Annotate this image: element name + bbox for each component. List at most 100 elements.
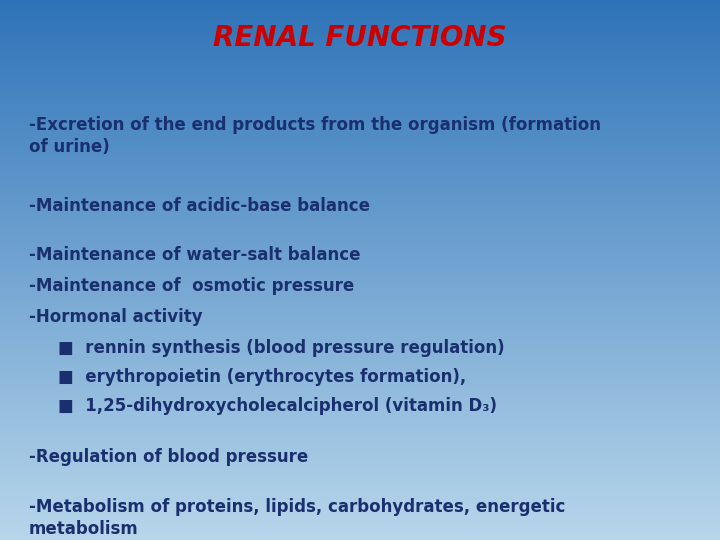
Bar: [0, 159, 720, 160]
Bar: [0, 424, 720, 426]
Bar: [0, 196, 720, 197]
Bar: [0, 367, 720, 368]
Bar: [0, 8, 720, 9]
Bar: [0, 221, 720, 222]
Bar: [0, 5, 720, 6]
Bar: [0, 364, 720, 366]
Bar: [0, 421, 720, 422]
Bar: [0, 298, 720, 300]
Bar: [0, 122, 720, 123]
Bar: [0, 366, 720, 367]
Bar: [0, 266, 720, 267]
Bar: [0, 187, 720, 189]
Bar: [0, 324, 720, 325]
Bar: [0, 25, 720, 27]
Bar: [0, 525, 720, 526]
Bar: [0, 227, 720, 228]
Bar: [0, 259, 720, 260]
Bar: [0, 166, 720, 167]
Bar: [0, 193, 720, 194]
Bar: [0, 289, 720, 291]
Bar: [0, 15, 720, 16]
Bar: [0, 226, 720, 227]
Bar: [0, 6, 720, 8]
Bar: [0, 492, 720, 494]
Bar: [0, 502, 720, 503]
Bar: [0, 372, 720, 373]
Bar: [0, 3, 720, 4]
Bar: [0, 307, 720, 308]
Bar: [0, 62, 720, 63]
Bar: [0, 94, 720, 96]
Bar: [0, 228, 720, 230]
Bar: [0, 309, 720, 310]
Bar: [0, 126, 720, 127]
Bar: [0, 269, 720, 270]
Bar: [0, 183, 720, 184]
Bar: [0, 523, 720, 524]
Bar: [0, 325, 720, 327]
Bar: [0, 68, 720, 69]
Bar: [0, 200, 720, 201]
Bar: [0, 116, 720, 117]
Bar: [0, 429, 720, 431]
Bar: [0, 186, 720, 187]
Bar: [0, 459, 720, 460]
Bar: [0, 456, 720, 458]
Bar: [0, 143, 720, 145]
Bar: [0, 87, 720, 89]
Bar: [0, 354, 720, 355]
Bar: [0, 178, 720, 179]
Bar: [0, 384, 720, 386]
Bar: [0, 535, 720, 536]
Bar: [0, 463, 720, 464]
Bar: [0, 381, 720, 382]
Bar: [0, 96, 720, 97]
Bar: [0, 394, 720, 395]
Bar: [0, 378, 720, 379]
Bar: [0, 291, 720, 292]
Bar: [0, 455, 720, 456]
Bar: [0, 486, 720, 487]
Bar: [0, 43, 720, 45]
Bar: [0, 539, 720, 540]
Bar: [0, 402, 720, 404]
Bar: [0, 79, 720, 81]
Bar: [0, 111, 720, 112]
Bar: [0, 61, 720, 62]
Bar: [0, 17, 720, 19]
Bar: [0, 45, 720, 46]
Bar: [0, 176, 720, 177]
Bar: [0, 9, 720, 11]
Bar: [0, 22, 720, 23]
Bar: [0, 154, 720, 156]
Bar: [0, 401, 720, 402]
Bar: [0, 339, 720, 340]
Bar: [0, 406, 720, 408]
Text: RENAL FUNCTIONS: RENAL FUNCTIONS: [213, 24, 507, 52]
Bar: [0, 170, 720, 172]
Bar: [0, 138, 720, 139]
Bar: [0, 383, 720, 384]
Bar: [0, 464, 720, 465]
Bar: [0, 59, 720, 60]
Bar: [0, 244, 720, 246]
Bar: [0, 474, 720, 475]
Bar: [0, 160, 720, 162]
Bar: [0, 197, 720, 198]
Bar: [0, 191, 720, 192]
Bar: [0, 537, 720, 539]
Text: -Maintenance of acidic-base balance: -Maintenance of acidic-base balance: [29, 197, 370, 214]
Bar: [0, 47, 720, 49]
Bar: [0, 2, 720, 3]
Bar: [0, 438, 720, 440]
Bar: [0, 274, 720, 275]
Bar: [0, 508, 720, 509]
Bar: [0, 395, 720, 397]
Bar: [0, 447, 720, 448]
Bar: [0, 105, 720, 106]
Bar: [0, 314, 720, 316]
Bar: [0, 70, 720, 71]
Bar: [0, 475, 720, 476]
Bar: [0, 23, 720, 24]
